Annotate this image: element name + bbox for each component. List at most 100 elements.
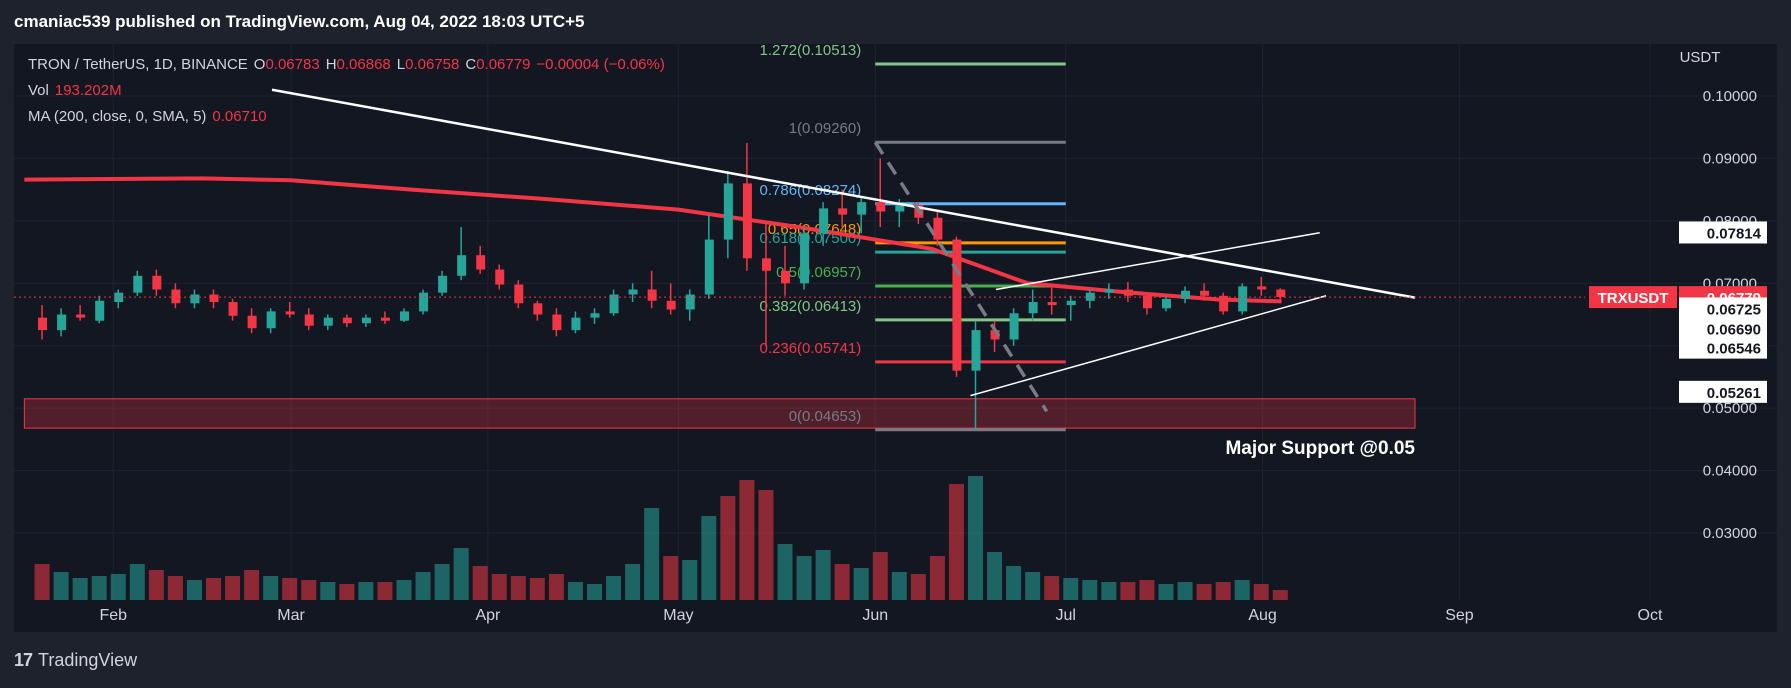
volume-bar (320, 582, 336, 600)
price-label-box (1679, 297, 1767, 320)
volume-bar (587, 584, 602, 600)
price-label-text: 0.06690 (1707, 322, 1761, 339)
candle-body (590, 313, 600, 318)
volume-bar (567, 582, 583, 600)
candle-body (533, 303, 543, 315)
volume-bar (34, 564, 50, 600)
candle-body (781, 270, 790, 284)
volume-bar (110, 574, 126, 600)
candle-body (1257, 286, 1267, 290)
volume-bar (987, 552, 1003, 600)
candle-body (819, 208, 829, 234)
trendline-channel-upper (995, 231, 1320, 291)
y-axis-unit: USDT (1680, 49, 1721, 66)
tradingview-logo-icon: 17 (14, 650, 33, 670)
candles (38, 142, 1286, 430)
ma-value: 0.06710 (212, 108, 267, 125)
symbol-label[interactable]: TRON / TetherUS, 1D, BINANCE (28, 56, 248, 73)
candle-body (952, 239, 962, 371)
candle-body (1142, 295, 1152, 309)
volume-bar (834, 564, 850, 600)
price-label-text: 0.07814 (1707, 225, 1762, 242)
candle-body (647, 289, 657, 301)
candle-body (1047, 302, 1057, 306)
volume-bar (758, 490, 774, 600)
footer-brand[interactable]: 17 TradingView (14, 650, 137, 671)
candle-body (476, 255, 486, 270)
symbol-tag-box (1589, 286, 1677, 309)
volume-bar (1139, 580, 1155, 600)
candle-body (1104, 289, 1114, 293)
high-value: 0.06868 (336, 56, 391, 73)
candle-body (76, 314, 86, 318)
low-label: L0.06758 (396, 56, 460, 73)
fib-level-label: 0.618(0.07500) (760, 230, 862, 247)
candle-body (1276, 289, 1286, 298)
fib-level-label: 0(0.04653) (789, 408, 862, 425)
brand-name: TradingView (38, 650, 138, 670)
volume-bar (1177, 582, 1193, 600)
volume-bar (663, 556, 679, 600)
fib-level-label: 0.5(0.06957) (776, 264, 861, 281)
candle-body (552, 314, 562, 331)
volume-bar (244, 570, 260, 600)
volume-label[interactable]: Vol (28, 82, 49, 99)
volume-bar (415, 572, 431, 600)
volume-bar (301, 580, 317, 600)
candle-body (304, 314, 314, 326)
volume-bar (225, 576, 241, 600)
candle-body (57, 314, 67, 331)
candle-body (133, 275, 143, 293)
fib-levels: 1.272(0.10513) 1(0.09260) 0.786(0.08274) 0.… (760, 42, 1066, 432)
volume-bar (777, 544, 793, 600)
ma-label[interactable]: MA (200, close, 0, SMA, 5) (28, 108, 207, 125)
volume-bar (1082, 580, 1098, 600)
candle-body (933, 217, 943, 240)
volume-bar (72, 578, 88, 600)
candle-body (857, 202, 867, 215)
candle-body (114, 292, 124, 303)
candle-body (1009, 313, 1019, 340)
candle-body (666, 300, 676, 310)
volume-bar (891, 572, 907, 600)
x-axis-tick-label: Sep (1445, 607, 1474, 624)
trendline-fib-diagonal (873, 141, 1049, 413)
candle-body (1200, 290, 1210, 296)
symbol-tag-text: TRXUSDT (1598, 290, 1669, 307)
volume-bar (796, 556, 812, 600)
volume-bar (434, 564, 450, 600)
open-value: 0.06783 (265, 56, 320, 73)
candle-body (609, 294, 619, 314)
candle-body (190, 294, 200, 304)
candle-body (38, 317, 48, 331)
close-value: 0.06779 (476, 56, 531, 73)
low-value: 0.06758 (405, 56, 460, 73)
volume-bar (968, 476, 983, 600)
volume-bar (1063, 578, 1079, 600)
volume-bar (186, 580, 202, 600)
volume-bar (644, 508, 660, 600)
trendline-descending-resistance (271, 88, 1416, 299)
ma-row: MA (200, close, 0, SMA, 5) 0.06710 (28, 104, 665, 130)
volume-bar (510, 576, 526, 600)
x-axis-tick-label: Aug (1248, 607, 1276, 624)
volume-bar (91, 576, 107, 600)
price-label-box (1679, 317, 1767, 340)
fib-level-label: 0.382(0.06413) (760, 298, 862, 315)
ohlc-row: TRON / TetherUS, 1D, BINANCE O0.06783 H0… (28, 52, 665, 78)
candle-body (1162, 298, 1171, 309)
candle-body (380, 317, 390, 321)
volume-bar (1158, 584, 1174, 600)
volume-bar (167, 576, 183, 600)
volume-bar (1120, 582, 1136, 600)
candle-body (742, 183, 752, 259)
candle-body (152, 275, 162, 290)
fib-level-label: 0.786(0.08274) (760, 182, 862, 199)
candle-body (876, 202, 886, 212)
candle-body (761, 258, 771, 271)
candle-body (1028, 302, 1038, 314)
candle-body (571, 317, 581, 331)
trendline-channel-lower (970, 295, 1327, 397)
candle-body (1123, 289, 1133, 296)
